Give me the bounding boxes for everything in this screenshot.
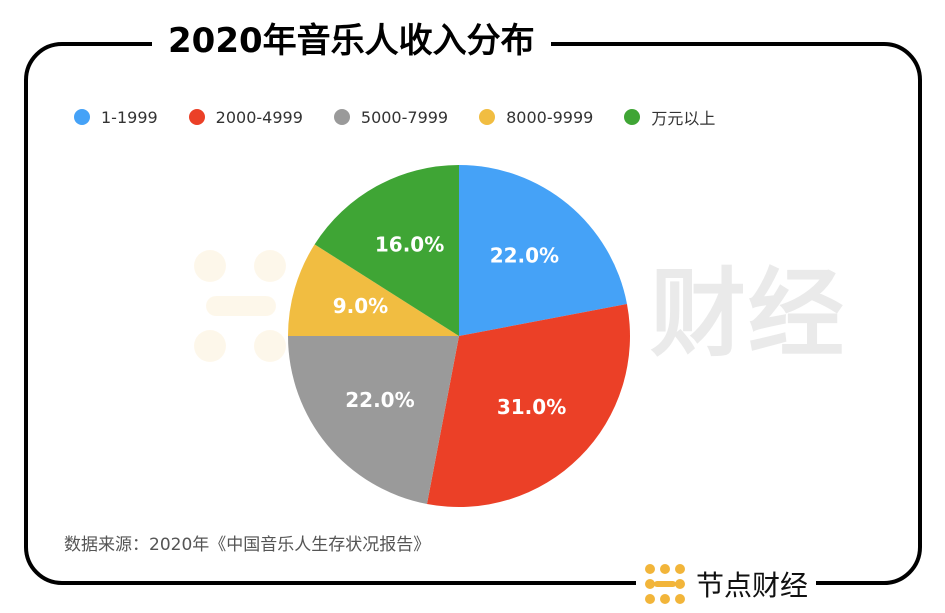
brand-name: 节点财经	[696, 569, 809, 602]
source-note: 数据来源：2020年《中国音乐人生存状况报告》	[64, 535, 431, 555]
pie-label-5: 16.0%	[375, 233, 444, 257]
legend-swatch-3	[333, 109, 350, 125]
legend-label-5: 万元以上	[651, 109, 716, 128]
legend-label-4: 8000-9999	[506, 107, 594, 127]
brand-logo: 节点财经	[636, 560, 817, 608]
watermark: 财经	[190, 236, 846, 375]
watermark-text: 财经	[650, 258, 846, 370]
pie-slice-4	[288, 244, 459, 336]
pie-slice-1	[459, 165, 627, 336]
pie-label-1: 22.0%	[490, 243, 559, 267]
legend-item-4: 8000-9999	[479, 108, 593, 127]
legend: 1-1999 2000-4999 5000-7999 8000-9999 万元以…	[74, 105, 746, 129]
legend-label-2: 2000-4999	[215, 107, 303, 127]
legend-swatch-1	[74, 109, 90, 125]
legend-swatch-5	[624, 109, 641, 125]
legend-item-5: 万元以上	[624, 105, 715, 129]
watermark-logo-icon	[194, 249, 286, 362]
pie-slice-2	[426, 303, 631, 507]
legend-item-3: 5000-7999	[333, 107, 449, 127]
pie-label-2: 31.0%	[497, 395, 566, 419]
legend-label-3: 5000-7999	[360, 107, 449, 127]
pie-label-3: 22.0%	[345, 388, 414, 412]
pie-slice-3	[288, 336, 459, 504]
legend-swatch-4	[479, 109, 496, 125]
chart-title: 2020年音乐人收入分布	[152, 14, 551, 68]
legend-item-1: 1-1999	[74, 108, 158, 127]
legend-label-1: 1-1999	[101, 107, 158, 127]
pie-slice-5	[314, 165, 459, 336]
legend-item-2: 2000-4999	[188, 107, 303, 127]
dots-grid-logo-icon	[645, 564, 685, 604]
legend-swatch-2	[188, 109, 205, 125]
pie-label-4: 9.0%	[333, 294, 388, 318]
